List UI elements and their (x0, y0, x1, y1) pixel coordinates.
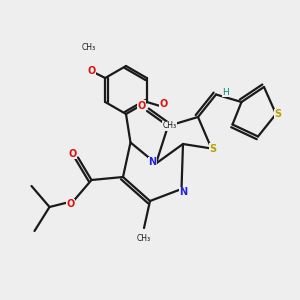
Text: O: O (159, 98, 167, 109)
Text: H: H (222, 88, 229, 97)
Text: N: N (179, 187, 187, 197)
Text: O: O (88, 65, 96, 76)
Text: N: N (148, 157, 157, 167)
Text: CH₃: CH₃ (82, 44, 96, 52)
Text: CH₃: CH₃ (137, 234, 151, 243)
Text: S: S (209, 143, 217, 154)
Text: S: S (274, 109, 281, 119)
Text: CH₃: CH₃ (162, 122, 176, 130)
Text: O: O (137, 100, 146, 111)
Text: O: O (66, 199, 75, 209)
Text: O: O (68, 149, 77, 159)
